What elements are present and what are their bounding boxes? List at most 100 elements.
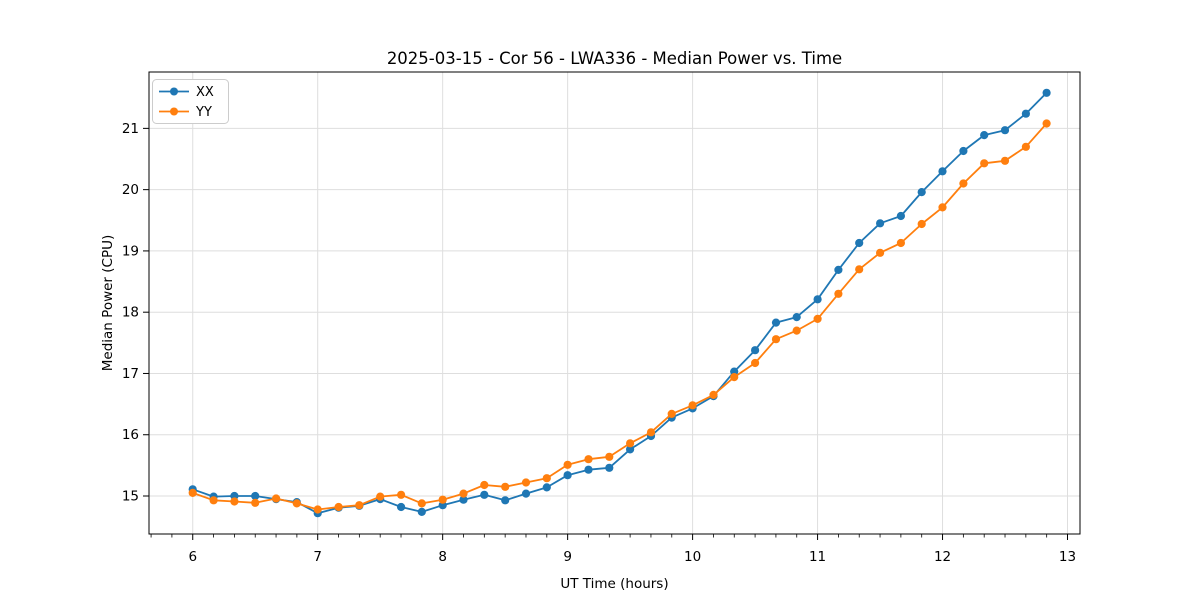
data-point-yy	[313, 505, 322, 514]
tick-layer: 6 7 8 9 10 11 12 13 15 16 17 18 19 20 21	[122, 121, 1076, 565]
data-point-yy	[959, 179, 968, 188]
data-point-yy	[876, 248, 885, 257]
legend-item-yy: YY	[159, 105, 212, 120]
series-yy	[188, 119, 1051, 514]
data-point-yy	[667, 409, 676, 418]
data-point-xx	[584, 465, 593, 474]
data-point-yy	[751, 358, 760, 368]
series-layer	[188, 88, 1051, 518]
x-tick-label: 7	[313, 549, 322, 565]
data-point-yy	[438, 495, 447, 504]
data-point-yy	[855, 265, 864, 274]
y-tick-label: 16	[122, 427, 139, 443]
data-point-xx	[251, 491, 260, 501]
data-point-yy	[917, 219, 926, 229]
data-point-yy	[605, 452, 614, 461]
data-point-yy	[626, 439, 635, 448]
data-point-yy	[813, 314, 822, 323]
data-point-yy	[272, 494, 281, 503]
data-point-yy	[584, 455, 593, 464]
data-point-xx	[605, 463, 614, 472]
x-tick-label: 11	[809, 549, 826, 565]
data-point-xx	[959, 146, 968, 156]
data-point-yy	[646, 428, 656, 437]
data-point-yy	[292, 499, 301, 508]
data-point-yy	[771, 335, 781, 344]
legend-label-xx: XX	[196, 85, 214, 100]
data-point-yy	[1042, 119, 1051, 128]
data-point-yy	[209, 496, 218, 505]
x-tick-label: 13	[1059, 549, 1076, 565]
data-point-xx	[792, 313, 801, 322]
x-tick-label: 12	[934, 549, 951, 565]
series-line-yy	[191, 122, 1048, 511]
x-tick-label: 10	[684, 549, 701, 565]
legend-marker-yy	[170, 107, 178, 116]
data-point-yy	[1000, 156, 1010, 165]
legend-box	[152, 79, 229, 124]
data-point-yy	[730, 373, 739, 382]
x-tick-label: 6	[188, 549, 197, 565]
axes-frame	[148, 71, 1081, 535]
legend-label-yy: YY	[195, 105, 212, 120]
data-point-xx	[980, 131, 989, 140]
data-point-xx	[563, 471, 572, 480]
data-point-xx	[397, 502, 406, 512]
y-tick-label: 17	[122, 366, 139, 382]
data-point-xx	[917, 188, 926, 197]
data-point-yy	[230, 497, 239, 506]
data-point-xx	[834, 265, 843, 274]
data-point-yy	[334, 502, 343, 512]
data-point-yy	[417, 499, 426, 508]
data-point-yy	[355, 501, 364, 510]
data-point-xx	[1000, 126, 1010, 135]
data-point-xx	[542, 483, 551, 492]
data-point-yy	[251, 498, 260, 507]
data-point-yy	[1021, 142, 1030, 151]
data-point-yy	[688, 401, 697, 410]
data-point-xx	[480, 490, 489, 499]
data-point-xx	[771, 318, 781, 327]
y-tick-label: 20	[122, 182, 139, 198]
data-point-yy	[542, 474, 551, 483]
data-point-yy	[834, 289, 843, 298]
data-point-xx	[521, 489, 531, 498]
data-point-yy	[480, 480, 489, 490]
data-point-xx	[896, 211, 906, 221]
y-tick-label: 15	[122, 489, 139, 505]
data-point-xx	[876, 219, 885, 228]
grid-layer	[149, 72, 1080, 534]
data-point-xx	[813, 295, 822, 304]
x-tick-label: 9	[563, 549, 572, 565]
y-tick-label: 21	[122, 121, 139, 137]
legend-marker-xx	[170, 87, 178, 96]
data-point-yy	[896, 238, 906, 248]
data-point-yy	[521, 478, 531, 487]
data-point-yy	[938, 203, 947, 212]
data-point-yy	[397, 490, 406, 499]
x-tick-label: 8	[438, 549, 447, 565]
data-point-yy	[501, 482, 510, 491]
data-point-xx	[855, 238, 864, 248]
legend: XX YY	[152, 79, 229, 124]
data-point-xx	[938, 167, 947, 176]
data-point-yy	[459, 489, 468, 498]
legend-item-xx: XX	[159, 85, 214, 100]
data-point-yy	[563, 460, 572, 469]
data-point-yy	[709, 390, 718, 399]
data-point-yy	[188, 488, 197, 497]
data-point-xx	[1021, 109, 1030, 118]
data-point-xx	[417, 507, 426, 516]
chart-title: 2025-03-15 - Cor 56 - LWA336 - Median Po…	[387, 49, 842, 68]
data-point-xx	[626, 445, 635, 454]
data-point-xx	[459, 495, 468, 504]
data-point-yy	[792, 326, 801, 335]
data-point-yy	[376, 492, 385, 501]
x-axis-label: UT Time (hours)	[560, 576, 668, 592]
data-point-xx	[751, 346, 760, 355]
data-point-yy	[980, 159, 989, 168]
data-point-xx	[1042, 88, 1051, 97]
data-point-xx	[501, 496, 510, 505]
